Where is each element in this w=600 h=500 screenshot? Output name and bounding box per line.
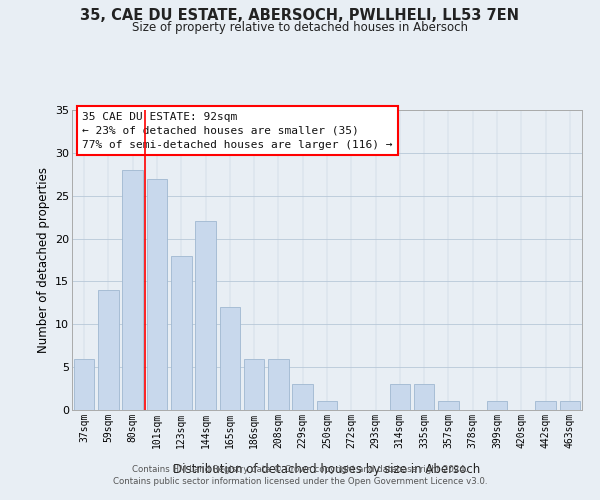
Bar <box>268 358 289 410</box>
Text: Contains HM Land Registry data © Crown copyright and database right 2024.
Contai: Contains HM Land Registry data © Crown c… <box>113 464 487 486</box>
Text: 35, CAE DU ESTATE, ABERSOCH, PWLLHELI, LL53 7EN: 35, CAE DU ESTATE, ABERSOCH, PWLLHELI, L… <box>80 8 520 22</box>
Bar <box>244 358 265 410</box>
Y-axis label: Number of detached properties: Number of detached properties <box>37 167 50 353</box>
Bar <box>146 178 167 410</box>
Bar <box>195 222 216 410</box>
Bar <box>560 402 580 410</box>
Bar <box>317 402 337 410</box>
Bar <box>171 256 191 410</box>
Bar <box>220 307 240 410</box>
Text: Size of property relative to detached houses in Abersoch: Size of property relative to detached ho… <box>132 21 468 34</box>
Text: Distribution of detached houses by size in Abersoch: Distribution of detached houses by size … <box>173 462 481 475</box>
Bar <box>389 384 410 410</box>
Bar <box>535 402 556 410</box>
Bar <box>292 384 313 410</box>
Text: 35 CAE DU ESTATE: 92sqm
← 23% of detached houses are smaller (35)
77% of semi-de: 35 CAE DU ESTATE: 92sqm ← 23% of detache… <box>82 112 392 150</box>
Bar <box>74 358 94 410</box>
Bar <box>98 290 119 410</box>
Bar <box>438 402 459 410</box>
Bar <box>487 402 508 410</box>
Bar <box>414 384 434 410</box>
Bar <box>122 170 143 410</box>
